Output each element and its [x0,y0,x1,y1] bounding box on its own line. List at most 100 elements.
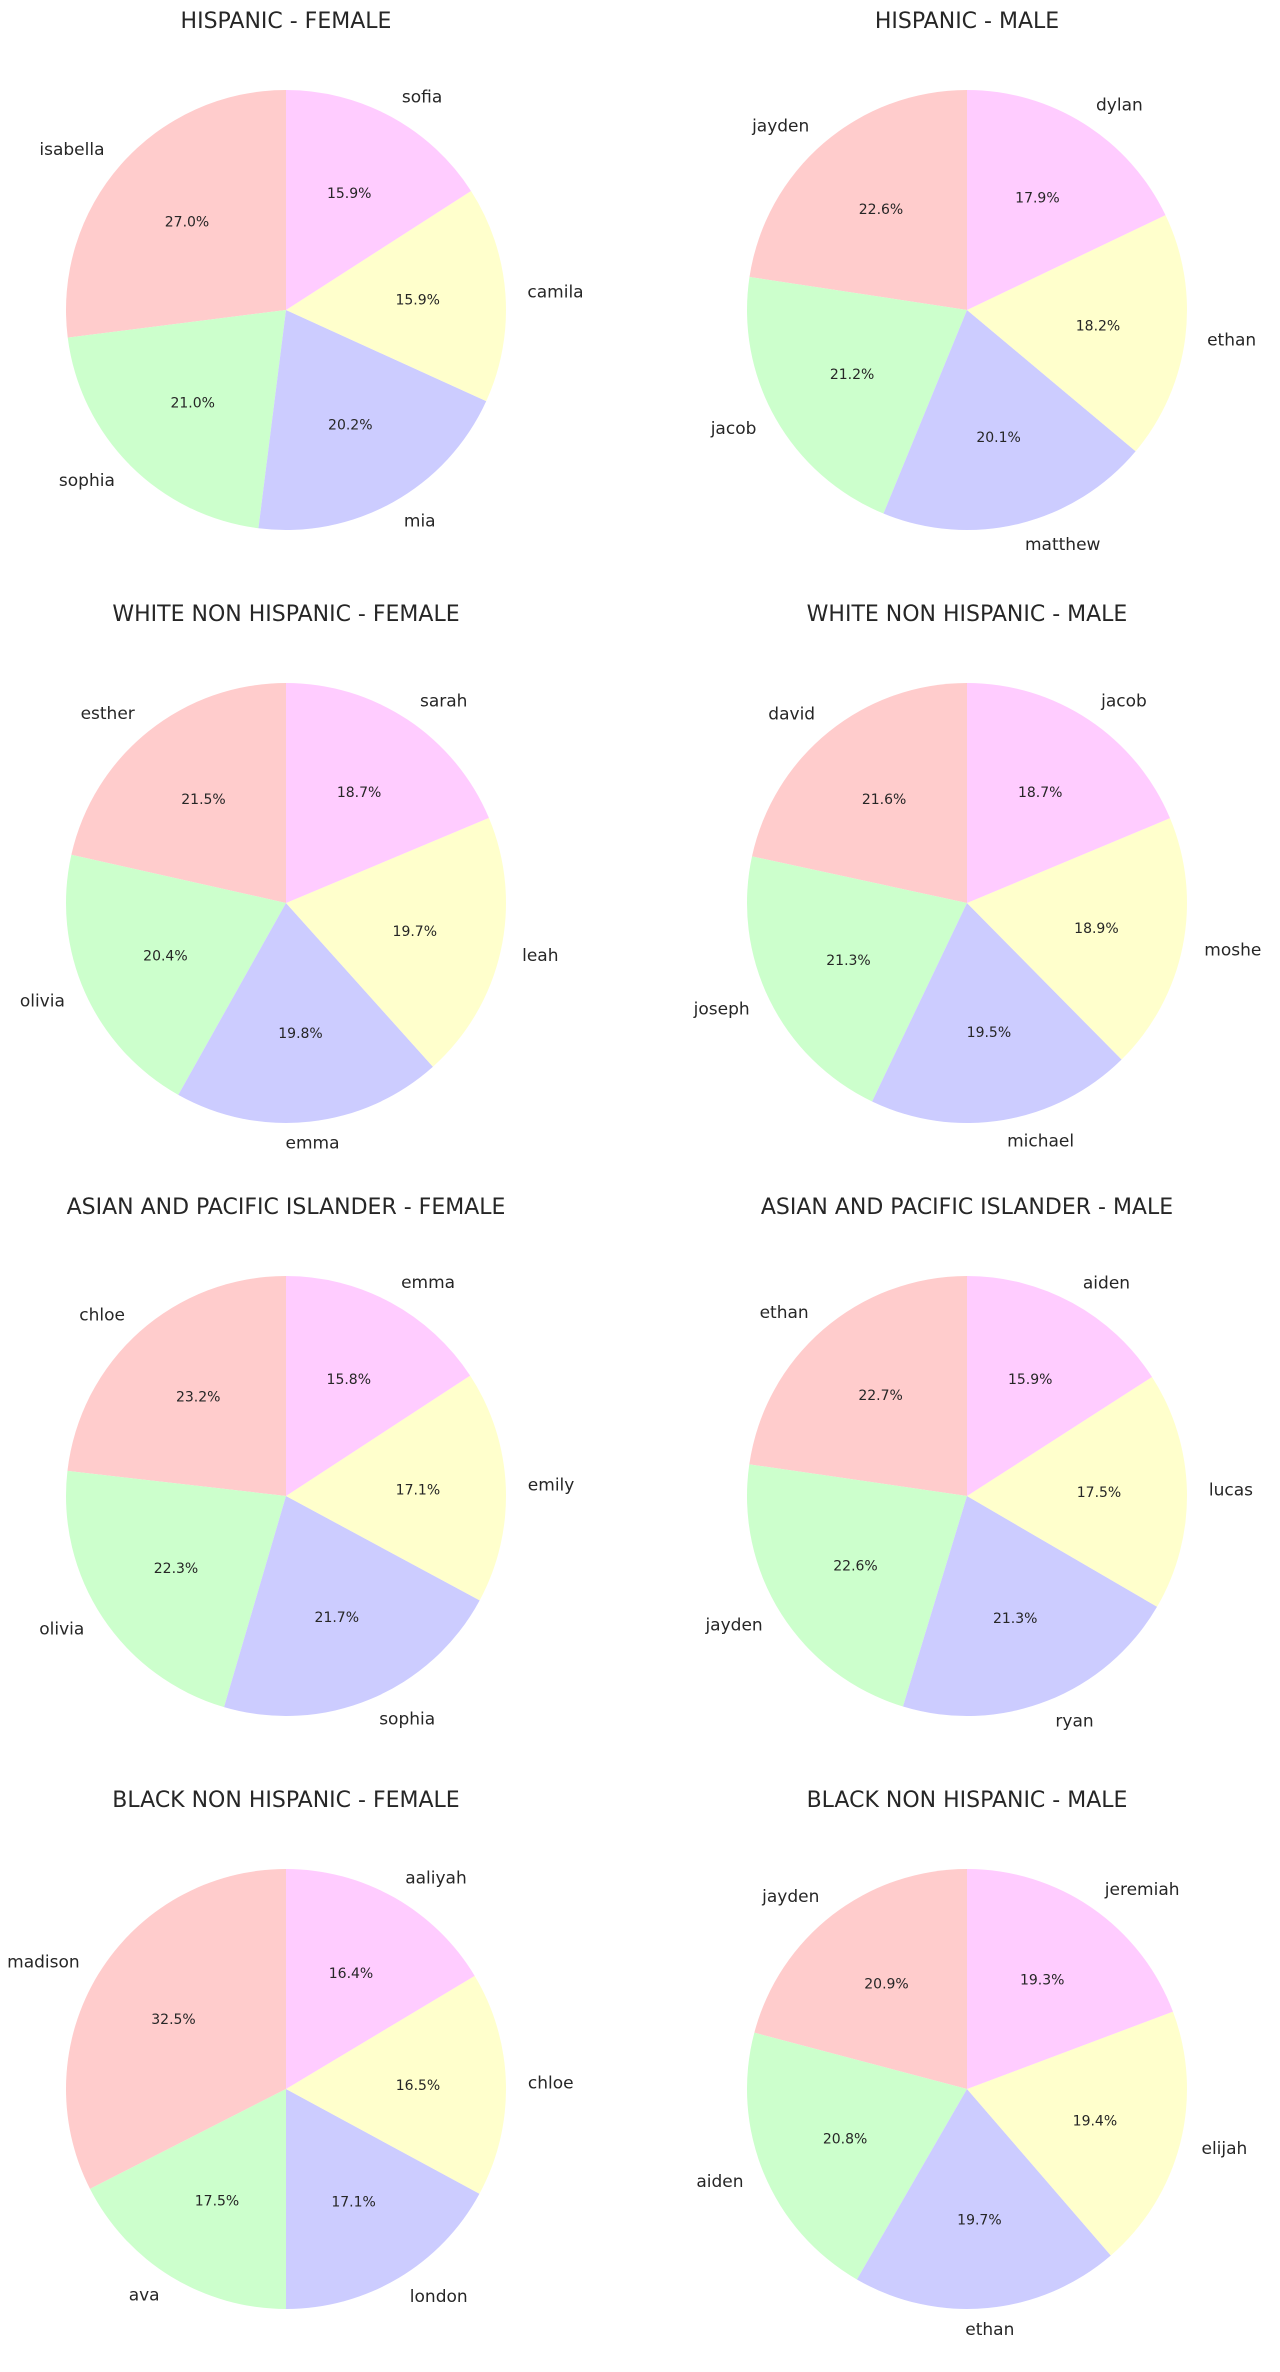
slice-percentage: 19.5% [967,1025,1011,1041]
pie-slice-matthew [883,310,1136,531]
pie-slice-emma [286,1275,471,1496]
slice-label: olivia [20,992,65,1012]
pie-chart-hispanic-female: HISPANIC - FEMALE isabella 27.0% sophia 21.0… [39,9,583,531]
pie-slice-jeremiah [967,1869,1173,2089]
slice-percentage: 21.0% [170,395,214,411]
pie-slice-emma [178,903,433,1124]
pie-slice-jayden [749,90,967,310]
slice-label: emma [286,1134,340,1154]
slice-label: isabella [39,140,104,160]
slice-percentage: 22.7% [858,1388,902,1404]
slice-percentage: 32.5% [151,2012,195,2028]
pie-slice-ava [89,2089,286,2309]
pie-chart-hispanic-male: HISPANIC - MALE jayden 22.6% jacob 21.2% matt… [710,9,1256,555]
slice-percentage: 19.4% [1073,2114,1117,2130]
slice-label: ryan [1055,1711,1093,1731]
slice-percentage: 15.9% [1008,1372,1052,1388]
slice-percentage: 15.9% [327,186,371,202]
chart-title: BLACK NON HISPANIC - FEMALE [112,1788,459,1813]
slice-label: mia [404,511,436,531]
slice-percentage: 17.1% [396,1482,440,1498]
pie-slice-olivia [65,854,286,1095]
slice-percentage: 20.2% [328,417,372,433]
slice-percentage: 18.7% [337,785,381,801]
pie-slice-ryan [902,1496,1158,1717]
slice-label: emily [528,1476,575,1496]
pie-slice-jacob [747,276,967,514]
slice-label: madison [7,1953,80,1973]
slice-label: chloe [79,1305,125,1325]
slice-percentage: 17.9% [1015,190,1059,206]
pie-slice-lucas [967,1376,1188,1607]
chart-title: ASIAN AND PACIFIC ISLANDER - FEMALE [67,1195,506,1220]
pie-slice-madison [66,1869,286,2189]
slice-percentage: 20.4% [143,949,187,965]
pie-slice-olivia [65,1470,287,1708]
slice-label: michael [1007,1132,1074,1152]
slice-label: sophia [379,1709,435,1729]
slice-percentage: 19.7% [957,2212,1001,2228]
slice-label: jayden [761,1887,819,1907]
slice-label: ethan [760,1303,809,1323]
pie-slice-sofia [286,89,472,310]
pie-slice-ethan [749,1276,967,1496]
slice-label: sophia [59,471,115,491]
pie-slice-isabella [65,90,286,338]
slice-label: chloe [528,2074,574,2094]
slice-label: london [410,2287,468,2307]
pie-slice-joseph [746,856,967,1102]
slice-label: dylan [1096,95,1143,115]
pie-slice-ethan [856,2089,1111,2310]
pie-slice-elijah [967,2011,1188,2256]
slice-label: emma [401,1273,455,1293]
slice-percentage: 22.6% [859,202,903,218]
pie-slice-dylan [967,89,1166,311]
slice-percentage: 21.3% [993,1611,1037,1627]
pie-slice-esther [71,683,286,903]
chart-title: BLACK NON HISPANIC - MALE [807,1788,1128,1813]
slice-label: leah [522,946,558,966]
slice-percentage: 15.9% [395,293,439,309]
slice-percentage: 17.5% [1077,1485,1121,1501]
slice-percentage: 21.5% [181,792,225,808]
pie-slice-michael [872,903,1122,1123]
slice-percentage: 21.3% [826,953,870,969]
pie-slice-emily [286,1375,507,1601]
pie-chart-asian-and-pacific-islander-male: ASIAN AND PACIFIC ISLANDER - MALE ethan 22… [704,1195,1253,1731]
slice-percentage: 18.2% [1076,319,1120,335]
slice-percentage: 19.7% [393,924,437,940]
pie-slice-chloe [286,1975,507,2194]
slice-percentage: 22.6% [833,1559,877,1575]
slice-label: jacob [710,419,757,439]
slice-percentage: 17.1% [331,2194,375,2210]
slice-label: olivia [39,1620,84,1640]
slice-label: esther [81,704,135,724]
slice-percentage: 19.8% [278,1026,322,1042]
slice-percentage: 16.5% [396,2078,440,2094]
pie-slice-chloe [67,1276,286,1496]
chart-title: HISPANIC - MALE [875,9,1059,34]
pie-slice-aiden [967,1276,1153,1496]
pie-slice-sophia [224,1496,480,1717]
slice-label: ethan [1207,330,1256,350]
chart-title: ASIAN AND PACIFIC ISLANDER - MALE [761,1195,1173,1220]
pie-slice-aiden [746,2032,967,2280]
pie-slice-sophia [67,310,286,529]
slice-percentage: 21.2% [830,367,874,383]
slice-percentage: 15.8% [327,1372,371,1388]
slice-label: ethan [965,2320,1014,2340]
pie-chart-asian-and-pacific-islander-female: ASIAN AND PACIFIC ISLANDER - FEMALE chloe… [39,1195,574,1729]
slice-percentage: 20.9% [864,1976,908,1992]
slice-percentage: 23.2% [176,1390,220,1406]
slice-label: sarah [420,692,467,712]
slice-label: david [768,705,815,725]
slice-label: aiden [696,2172,743,2192]
slice-percentage: 19.3% [1020,1973,1064,1989]
pie-slice-jayden [754,1869,967,2089]
slice-label: jayden [704,1616,762,1636]
slice-label: jayden [751,117,809,137]
slice-percentage: 22.3% [154,1561,198,1577]
pie-slice-leah [286,817,507,1067]
slice-label: camila [527,283,583,303]
